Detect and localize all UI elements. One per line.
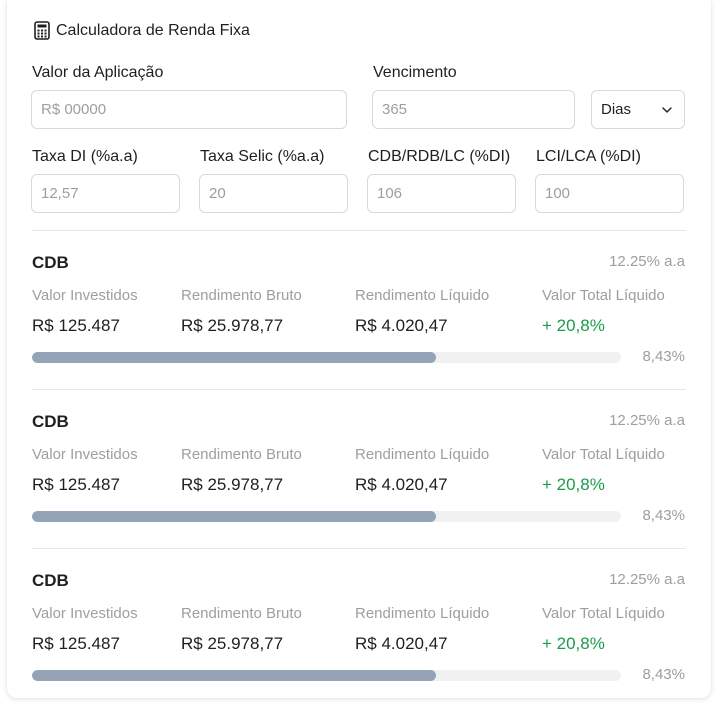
valor-total-liquido-value: + 20,8% [542,316,605,335]
valor-aplicacao-label: Valor da Aplicação [32,64,164,81]
chevron-down-icon [662,106,672,113]
valor-total-liquido-label: Valor Total Líquido [542,287,665,304]
valor-investidos-label: Valor Investidos [32,287,138,304]
valor-investidos-label: Valor Investidos [32,605,138,622]
divider [32,548,686,549]
result-title: CDB [32,571,69,590]
lci-lca-label: LCI/LCA (%DI) [536,148,641,165]
lci-lca-input[interactable] [535,174,684,213]
rendimento-bruto-value: R$ 25.978,77 [181,475,284,494]
result-rate: 12.25% a.a [609,253,685,270]
card-header: Calculadora de Renda Fixa [34,21,250,40]
result-card: CDB 12.25% a.a Valor Investidos Rendimen… [7,253,711,393]
progress-percent: 8,43% [642,666,685,683]
valor-aplicacao-input[interactable] [31,90,347,129]
progress-percent: 8,43% [642,507,685,524]
result-title: CDB [32,412,69,431]
progress-percent: 8,43% [642,348,685,365]
rendimento-bruto-label: Rendimento Bruto [181,446,302,463]
valor-total-liquido-label: Valor Total Líquido [542,605,665,622]
rendimento-liquido-label: Rendimento Líquido [355,605,490,622]
rendimento-bruto-value: R$ 25.978,77 [181,316,284,335]
periodo-select[interactable]: Dias [591,90,685,129]
divider [32,389,686,390]
taxa-selic-input[interactable] [199,174,348,213]
taxa-di-input[interactable] [31,174,180,213]
vencimento-label: Vencimento [373,64,457,81]
progress-fill [32,511,437,522]
progress-track [32,670,621,681]
valor-investidos-value: R$ 125.487 [32,634,120,653]
taxa-di-label: Taxa DI (%a.a) [32,148,138,165]
result-title: CDB [32,253,69,272]
rendimento-bruto-label: Rendimento Bruto [181,287,302,304]
rendimento-liquido-value: R$ 4.020,47 [355,475,448,494]
periodo-select-value: Dias [601,101,632,118]
valor-total-liquido-value: + 20,8% [542,634,605,653]
progress-track [32,511,621,522]
rendimento-liquido-label: Rendimento Líquido [355,446,490,463]
progress-fill [32,670,437,681]
result-rate: 12.25% a.a [609,412,685,429]
taxa-selic-label: Taxa Selic (%a.a) [200,148,325,165]
rendimento-bruto-label: Rendimento Bruto [181,605,302,622]
rendimento-bruto-value: R$ 25.978,77 [181,634,284,653]
result-rate: 12.25% a.a [609,571,685,588]
calculator-card: Calculadora de Renda Fixa Valor da Aplic… [7,0,711,698]
rendimento-liquido-label: Rendimento Líquido [355,287,490,304]
page-title: Calculadora de Renda Fixa [56,21,250,39]
divider [32,230,686,231]
result-card: CDB 12.25% a.a Valor Investidos Rendimen… [7,412,711,552]
result-card: CDB 12.25% a.a Valor Investidos Rendimen… [7,571,711,711]
progress-fill [32,352,437,363]
valor-investidos-value: R$ 125.487 [32,475,120,494]
rendimento-liquido-value: R$ 4.020,47 [355,316,448,335]
calculator-icon [34,21,50,40]
progress-track [32,352,621,363]
valor-total-liquido-label: Valor Total Líquido [542,446,665,463]
vencimento-input[interactable] [372,90,575,129]
valor-investidos-label: Valor Investidos [32,446,138,463]
cdb-rdb-lc-label: CDB/RDB/LC (%DI) [368,148,511,165]
rendimento-liquido-value: R$ 4.020,47 [355,634,448,653]
valor-total-liquido-value: + 20,8% [542,475,605,494]
valor-investidos-value: R$ 125.487 [32,316,120,335]
cdb-rdb-lc-input[interactable] [367,174,516,213]
